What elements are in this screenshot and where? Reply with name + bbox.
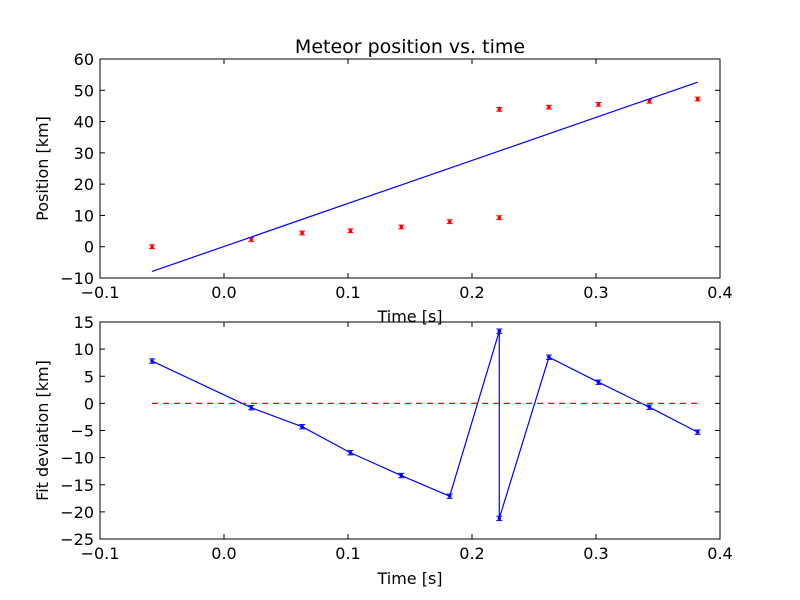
position-data-point bbox=[647, 99, 652, 104]
position-x-tick-label: 0.1 bbox=[335, 283, 360, 302]
deviation-x-axis-label: Time [s] bbox=[376, 569, 442, 588]
deviation-data-point bbox=[547, 355, 551, 360]
deviation-y-tick-label: 10 bbox=[74, 340, 94, 359]
position-axes-frame bbox=[99, 58, 721, 279]
deviation-data-point bbox=[150, 359, 154, 363]
position-plot-area bbox=[149, 81, 701, 272]
deviation-y-tick-label: −5 bbox=[70, 422, 94, 441]
position-y-tick-label: −10 bbox=[60, 269, 94, 288]
deviation-data-point bbox=[249, 405, 254, 410]
position-x-tick-label: −0.1 bbox=[81, 283, 120, 302]
position-y-tick-label: 0 bbox=[84, 238, 94, 257]
position-y-tick-label: 10 bbox=[74, 206, 94, 225]
position-y-tick-label: 50 bbox=[74, 81, 94, 100]
deviation-series-line bbox=[151, 331, 698, 519]
position-data-point bbox=[348, 228, 353, 233]
deviation-x-tick-label: 0.4 bbox=[707, 544, 732, 563]
position-panel: Meteor position vs. time Position [km] T… bbox=[33, 36, 733, 326]
deviation-x-tick-label: 0.2 bbox=[459, 544, 484, 563]
deviation-data-point bbox=[497, 516, 502, 521]
deviation-y-tick-label: 15 bbox=[74, 313, 94, 332]
deviation-data-point bbox=[447, 494, 452, 498]
deviation-data-point bbox=[596, 380, 601, 385]
position-x-tick-label: 0.3 bbox=[583, 283, 608, 302]
deviation-x-tick-label: 0.1 bbox=[335, 544, 360, 563]
deviation-y-tick-label: −20 bbox=[60, 503, 94, 522]
position-x-tick-label: 0.0 bbox=[211, 283, 236, 302]
position-data-point bbox=[150, 244, 154, 249]
position-data-point bbox=[447, 219, 452, 224]
position-x-tick-label: 0.2 bbox=[459, 283, 484, 302]
deviation-y-tick-label: −15 bbox=[60, 476, 94, 495]
position-data-point bbox=[399, 225, 404, 229]
deviation-y-axis-label: Fit deviation [km] bbox=[33, 360, 52, 501]
position-data-point bbox=[497, 107, 502, 112]
position-y-tick-label: 40 bbox=[74, 113, 94, 132]
deviation-data-point bbox=[647, 405, 652, 409]
deviation-data-point bbox=[300, 424, 304, 429]
position-x-axis-label: Time [s] bbox=[376, 307, 442, 326]
deviation-y-tick-label: −25 bbox=[60, 530, 94, 549]
deviation-y-tick-label: 5 bbox=[84, 367, 94, 386]
deviation-x-tick-label: 0.3 bbox=[583, 544, 608, 563]
position-data-point bbox=[497, 215, 502, 220]
position-fit-line bbox=[151, 81, 698, 272]
deviation-y-tick-label: −10 bbox=[60, 449, 94, 468]
position-data-point bbox=[547, 105, 551, 109]
position-data-point bbox=[249, 237, 254, 242]
deviation-data-point bbox=[695, 430, 700, 434]
position-y-tick-label: 60 bbox=[74, 50, 94, 69]
position-data-point bbox=[596, 102, 601, 107]
deviation-panel: Fit deviation [km] Time [s] −0.1 0.0 0.1 0.… bbox=[33, 313, 733, 588]
position-y-tick-label: 20 bbox=[74, 175, 94, 194]
position-data-point bbox=[695, 97, 700, 101]
deviation-data-point bbox=[399, 473, 404, 478]
deviation-y-tick-label: 0 bbox=[84, 394, 94, 413]
deviation-data-point bbox=[348, 450, 353, 455]
position-y-axis-label: Position [km] bbox=[33, 116, 52, 221]
position-data-point bbox=[300, 231, 304, 235]
deviation-x-tick-label: −0.1 bbox=[81, 544, 120, 563]
chart-title: Meteor position vs. time bbox=[295, 36, 525, 58]
position-y-tick-label: 30 bbox=[74, 144, 94, 163]
deviation-plot-area bbox=[149, 328, 701, 522]
deviation-data-point bbox=[497, 329, 502, 334]
deviation-x-tick-label: 0.0 bbox=[211, 544, 236, 563]
position-x-tick-label: 0.4 bbox=[707, 283, 732, 302]
